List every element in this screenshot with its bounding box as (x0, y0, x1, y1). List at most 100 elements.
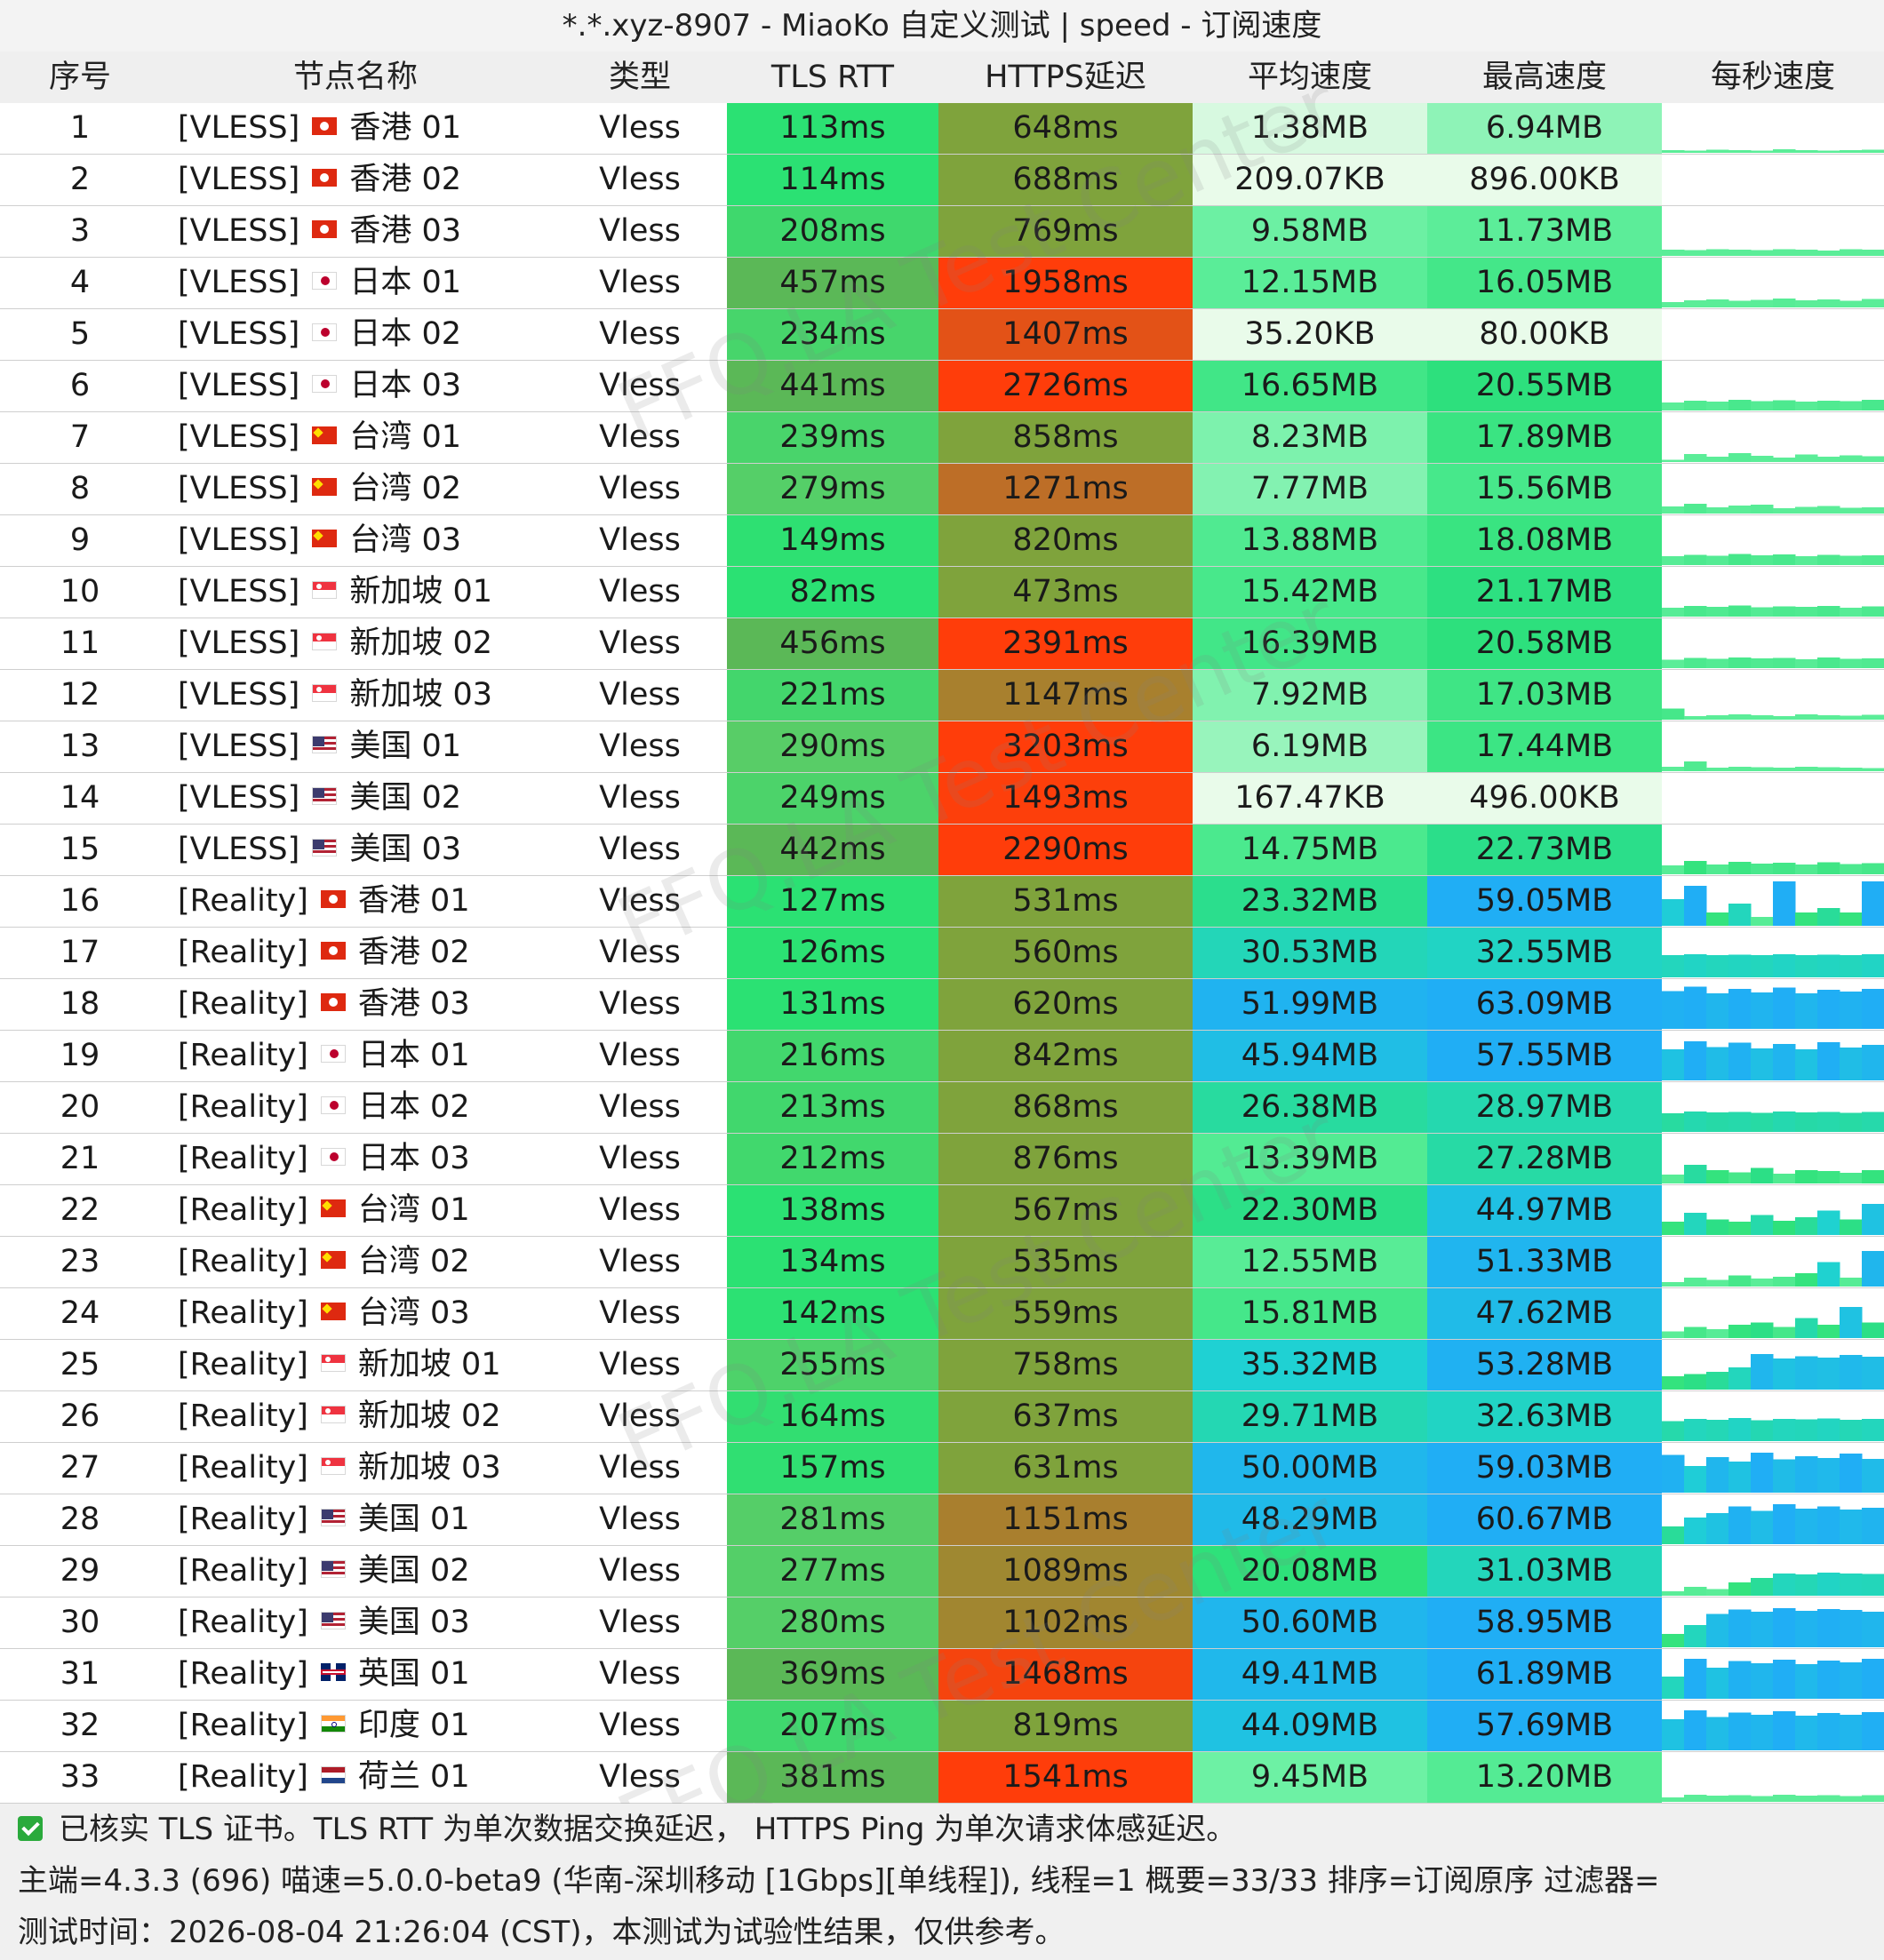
us-flag-icon (312, 736, 338, 753)
row-index: 16 (60, 883, 100, 919)
per-second-speed-sparkline (1662, 1504, 1884, 1544)
sparkline-bar (1817, 401, 1840, 410)
protocol-tag: [VLESS] (178, 368, 300, 403)
node-name: [Reality] 美国 03 (178, 1597, 551, 1648)
tls-rtt-cell: 442ms (727, 825, 938, 875)
per-second-speed-sparkline (1662, 400, 1884, 410)
node-name: [Reality] 荷兰 01 (178, 1752, 551, 1803)
hk-flag-icon (312, 220, 338, 238)
https-latency-cell: 868ms (938, 1082, 1193, 1133)
avg-speed-cell: 49.41MB (1193, 1649, 1427, 1700)
protocol-tag: [VLESS] (178, 419, 300, 455)
row-index: 17 (60, 935, 100, 970)
per-second-speed-sparkline (1662, 1795, 1884, 1802)
sparkline-bar (1795, 150, 1818, 153)
sparkline-bar (1662, 1454, 1685, 1493)
sparkline-bar (1795, 1419, 1818, 1441)
sparkline-bar (1684, 1659, 1707, 1699)
us-flag-icon (312, 787, 338, 805)
protocol-tag: [Reality] (178, 1450, 308, 1486)
header-index: 序号 (48, 60, 111, 95)
sparkline-bar (1862, 714, 1884, 720)
sparkline-bar (1706, 864, 1729, 874)
sparkline-bar (1773, 1221, 1796, 1235)
protocol-tag: [VLESS] (178, 265, 300, 300)
max-speed-cell: 57.69MB (1427, 1701, 1662, 1751)
sparkline-bar (1728, 904, 1752, 926)
tls-rtt-cell: 290ms (727, 721, 938, 772)
node-region: 美国 03 (349, 832, 461, 867)
max-speed-cell: 51.33MB (1427, 1237, 1662, 1287)
https-latency-cell: 1493ms (938, 773, 1193, 824)
table-row: 12 [VLESS] 新加坡 03 Vless 221ms 1147ms 7.92MB 17.… (0, 670, 1884, 721)
avg-speed-cell: 8.23MB (1193, 412, 1427, 463)
node-name: [Reality] 印度 01 (178, 1701, 551, 1751)
https-latency-cell: 1102ms (938, 1597, 1193, 1648)
row-index: 28 (60, 1502, 100, 1537)
https-latency-cell: 560ms (938, 928, 1193, 978)
sparkline-bar (1684, 606, 1707, 617)
row-index: 2 (69, 162, 91, 197)
node-region: 美国 01 (349, 729, 461, 764)
row-index: 18 (60, 986, 100, 1022)
sparkline-bar (1840, 1662, 1863, 1699)
sparkline-bar (1728, 657, 1752, 668)
sparkline-bar (1751, 1578, 1774, 1596)
sparkline-bar (1706, 507, 1729, 514)
sparkline-bar (1840, 1048, 1863, 1080)
tls-rtt-cell: 157ms (727, 1443, 938, 1494)
row-index: 3 (69, 213, 91, 249)
sparkline-bar (1662, 899, 1685, 926)
sparkline-bar (1684, 954, 1707, 977)
sparkline-bar (1817, 1713, 1840, 1750)
sparkline-bar (1751, 1215, 1774, 1235)
sparkline-bar (1795, 1112, 1818, 1132)
sparkline-bar (1751, 1796, 1774, 1802)
sg-flag-icon (320, 1457, 346, 1475)
protocol-tag: [VLESS] (178, 110, 300, 146)
results-table: 1 [VLESS] 香港 01 Vless 113ms 648ms 1.38MB 6.94MB… (0, 103, 1884, 1804)
max-speed-cell: 53.28MB (1427, 1340, 1662, 1390)
node-name: [Reality] 美国 02 (178, 1546, 551, 1597)
tls-rtt-cell: 212ms (727, 1134, 938, 1184)
node-region: 日本 03 (357, 1141, 470, 1176)
sparkline-bar (1706, 1717, 1729, 1750)
per-second-speed-sparkline (1662, 1608, 1884, 1647)
avg-speed-cell: 45.94MB (1193, 1031, 1427, 1081)
tls-rtt-cell: 277ms (727, 1546, 938, 1597)
header-tls-rtt: TLS RTT (770, 60, 895, 95)
per-second-speed-sparkline (1662, 708, 1884, 720)
table-row: 8 [VLESS] 台湾 02 Vless 279ms 1271ms 7.77MB 15.56… (0, 464, 1884, 515)
sparkline-bar (1795, 1049, 1818, 1080)
https-latency-cell: 1468ms (938, 1649, 1193, 1700)
protocol-tag: [Reality] (178, 1141, 308, 1176)
avg-speed-cell: 30.53MB (1193, 928, 1427, 978)
https-latency-cell: 648ms (938, 103, 1193, 154)
sg-flag-icon (312, 581, 338, 599)
protocol-tag: [Reality] (178, 1038, 308, 1073)
node-type: Vless (599, 729, 681, 764)
sparkline-bar (1773, 1277, 1796, 1287)
node-type: Vless (599, 110, 681, 146)
per-second-speed-sparkline (1662, 309, 1884, 360)
node-region: 美国 03 (357, 1605, 470, 1640)
sparkline-bar (1751, 1354, 1774, 1390)
per-second-speed-sparkline (1662, 1573, 1884, 1596)
sparkline-bar (1862, 400, 1884, 410)
avg-speed-cell: 209.07KB (1193, 155, 1427, 205)
protocol-tag: [Reality] (178, 1708, 308, 1743)
sparkline-bar (1795, 1356, 1818, 1390)
node-name: [VLESS] 日本 02 (178, 309, 551, 360)
sparkline-bar (1728, 1712, 1752, 1750)
table-row: 16 [Reality] 香港 01 Vless 127ms 531ms 23.32MB 59… (0, 876, 1884, 928)
node-region: 日本 01 (357, 1038, 470, 1073)
row-index: 27 (60, 1450, 100, 1486)
sparkline-bar (1862, 1111, 1884, 1132)
sparkline-bar (1684, 1419, 1707, 1441)
tls-rtt-cell: 127ms (727, 876, 938, 927)
sparkline-bar (1795, 506, 1818, 514)
node-type: Vless (599, 1398, 681, 1434)
sparkline-bar (1706, 249, 1729, 256)
tls-rtt-cell: 149ms (727, 515, 938, 566)
tls-rtt-cell: 114ms (727, 155, 938, 205)
